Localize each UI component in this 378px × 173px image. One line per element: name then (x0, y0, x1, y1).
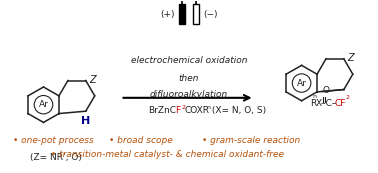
Text: n: n (312, 94, 316, 99)
Text: BrZnC: BrZnC (148, 106, 176, 115)
Text: then: then (179, 74, 199, 83)
Text: • one-pot process: • one-pot process (13, 136, 94, 145)
Text: (Z= NR’, O): (Z= NR’, O) (30, 153, 82, 162)
Text: 2: 2 (346, 95, 350, 100)
Text: difluoroalkylation: difluoroalkylation (150, 90, 228, 99)
Text: O: O (322, 86, 330, 95)
Text: electrochemical oxidation: electrochemical oxidation (131, 56, 247, 65)
Text: (+): (+) (160, 10, 174, 19)
Text: • gram-scale reaction: • gram-scale reaction (202, 136, 300, 145)
Text: • broad scope: • broad scope (108, 136, 172, 145)
Bar (193, 4, 199, 24)
Text: (X= N, O, S): (X= N, O, S) (209, 106, 266, 115)
Text: (−): (−) (204, 10, 218, 19)
Text: F: F (175, 106, 180, 115)
Text: • transition-metal catalyst- & chemical oxidant-free: • transition-metal catalyst- & chemical … (51, 150, 284, 159)
Text: Z: Z (89, 75, 95, 85)
Text: Ar: Ar (39, 100, 48, 109)
Text: n: n (206, 105, 210, 110)
Text: 2: 2 (181, 105, 185, 110)
Text: COXR: COXR (184, 106, 209, 115)
Text: CF: CF (335, 99, 346, 108)
Text: Z: Z (347, 53, 353, 63)
Text: X–C–: X–C– (316, 99, 338, 108)
Bar (179, 4, 185, 24)
Text: R: R (310, 99, 316, 108)
Text: Ar: Ar (297, 79, 307, 88)
Text: H: H (81, 116, 90, 126)
